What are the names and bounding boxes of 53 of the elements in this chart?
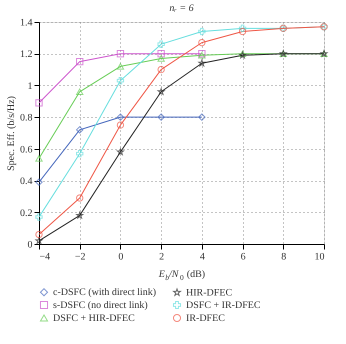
y-tick-label: 1.2	[20, 49, 32, 60]
point	[198, 60, 206, 66]
x-tick-label: 6	[240, 252, 246, 262]
point	[198, 28, 206, 36]
point	[116, 77, 124, 84]
point	[35, 155, 43, 162]
y-tick-label: 0.8	[20, 112, 32, 124]
point	[157, 55, 165, 62]
legend-label: HIR-DFEC	[186, 288, 232, 298]
point	[35, 178, 43, 186]
point	[116, 121, 124, 129]
y-tick-label: 1	[28, 80, 32, 92]
point	[76, 212, 84, 219]
point	[238, 28, 246, 36]
chart-title: nᵣ = 6	[169, 3, 194, 14]
legend-label: DSFC + HIR-DFEC	[53, 313, 136, 324]
point	[116, 148, 124, 156]
x-tick-label: 10	[314, 252, 324, 262]
point	[76, 88, 84, 96]
x-tick-label: 8	[281, 252, 286, 262]
point	[116, 113, 124, 121]
legend-label: IR-DFEC	[186, 313, 226, 324]
y-tick-label: 0	[28, 240, 32, 250]
legend-label: c-DSFC (with direct link)	[53, 287, 156, 298]
x-tick-label: −4	[40, 252, 50, 262]
x-tick-label: 2	[159, 252, 164, 262]
point	[35, 99, 43, 107]
y-axis-title: Spec. Eff. (b/s/Hz)	[6, 96, 17, 171]
point	[238, 24, 246, 32]
point	[157, 113, 165, 121]
point	[116, 63, 124, 70]
legend-label: s-DSFC (no direct link)	[53, 300, 148, 311]
legend-label: DSFC + IR-DFEC	[186, 300, 261, 311]
point	[76, 150, 84, 158]
y-tick-label: 0.6	[20, 144, 32, 156]
point	[157, 66, 165, 74]
point	[198, 113, 206, 121]
y-tick-label: 0.4	[20, 176, 32, 188]
point	[198, 38, 206, 46]
point	[76, 194, 84, 202]
y-tick-label: 0.2	[20, 208, 32, 219]
point	[35, 230, 43, 238]
x-tick-label: 0	[118, 252, 124, 262]
point	[116, 50, 124, 58]
x-tick-label: 4	[200, 252, 205, 262]
point	[35, 213, 43, 221]
x-tick-label: −2	[74, 252, 86, 262]
point	[158, 88, 165, 95]
point	[76, 126, 84, 134]
y-tick-label: 1.4	[20, 18, 32, 28]
point	[157, 40, 165, 48]
point	[157, 50, 165, 58]
point	[76, 58, 84, 66]
